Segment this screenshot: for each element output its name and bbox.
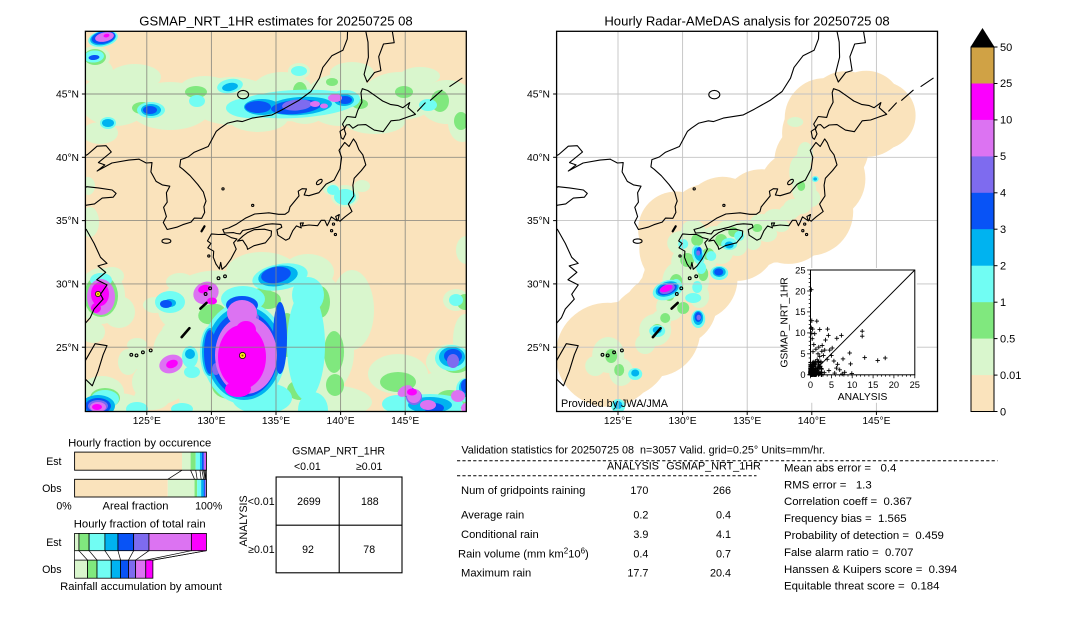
svg-text:Rainfall accumulation by amoun: Rainfall accumulation by amount (60, 581, 223, 593)
svg-text:50: 50 (1000, 42, 1012, 54)
svg-text:ANALYSIS: ANALYSIS (838, 392, 888, 403)
svg-text:0.5: 0.5 (1000, 333, 1015, 345)
svg-text:≥0.01: ≥0.01 (248, 544, 275, 556)
svg-text:5: 5 (800, 349, 805, 359)
svg-text:30°N: 30°N (56, 280, 79, 291)
svg-text:Hourly fraction by occurence: Hourly fraction by occurence (68, 438, 211, 450)
svg-text:130°E: 130°E (669, 416, 697, 427)
svg-text:Correlation coeff = 0.367: Correlation coeff = 0.367 (784, 496, 912, 508)
svg-text:30°N: 30°N (527, 280, 550, 291)
svg-text:125°E: 125°E (133, 416, 161, 427)
svg-text:0.2: 0.2 (633, 510, 648, 522)
svg-text:125°E: 125°E (604, 416, 632, 427)
svg-text:False alarm ratio = 0.707: False alarm ratio = 0.707 (784, 547, 913, 559)
svg-text:135°E: 135°E (733, 416, 761, 427)
svg-text:25: 25 (795, 265, 805, 275)
svg-text:Conditional rain: Conditional rain (461, 529, 539, 541)
svg-text:0.01: 0.01 (1000, 370, 1021, 382)
svg-text:45°N: 45°N (527, 90, 550, 101)
svg-text:0: 0 (1000, 406, 1006, 418)
svg-text:1: 1 (1000, 297, 1006, 309)
svg-text:0.4: 0.4 (716, 510, 731, 522)
svg-text:GSMAP_NRT_1HR estimates for 20: GSMAP_NRT_1HR estimates for 20250725 08 (139, 14, 412, 29)
svg-text:15: 15 (795, 307, 805, 317)
svg-text:188: 188 (361, 496, 379, 508)
svg-text:145°E: 145°E (862, 416, 890, 427)
svg-text:20: 20 (889, 380, 899, 390)
svg-text:Provided by JWA/JMA: Provided by JWA/JMA (561, 398, 669, 410)
svg-text:130°E: 130°E (197, 416, 225, 427)
svg-text:Obs: Obs (42, 483, 61, 495)
svg-text:15: 15 (868, 380, 878, 390)
svg-text:4: 4 (1000, 188, 1006, 200)
svg-text:Hanssen & Kuipers score = 0.3: Hanssen & Kuipers score = 0.394 (784, 564, 957, 576)
svg-text:Num of gridpoints raining: Num of gridpoints raining (461, 485, 585, 497)
svg-text:3: 3 (1000, 224, 1006, 236)
svg-text:Rain volume (mm km2106): Rain volume (mm km2106) (458, 547, 589, 561)
svg-text:Mean abs error = 0.4: Mean abs error = 0.4 (784, 462, 896, 474)
svg-text:2: 2 (1000, 261, 1006, 273)
svg-text:10: 10 (795, 328, 805, 338)
svg-text:25°N: 25°N (56, 343, 79, 354)
svg-text:0: 0 (808, 380, 813, 390)
svg-text:170: 170 (630, 485, 648, 497)
svg-text:40°N: 40°N (527, 153, 550, 164)
svg-text:266: 266 (713, 485, 731, 497)
svg-text:40°N: 40°N (56, 153, 79, 164)
svg-text:0: 0 (800, 370, 805, 380)
svg-text:25: 25 (1000, 78, 1012, 90)
svg-text:RMS error = 1.3: RMS error = 1.3 (784, 479, 872, 491)
svg-text:Equitable threat score = 0.18: Equitable threat score = 0.184 (784, 581, 939, 593)
svg-text:2699: 2699 (297, 496, 321, 508)
svg-text:20.4: 20.4 (710, 568, 731, 580)
svg-text:35°N: 35°N (527, 216, 550, 227)
svg-text:Obs: Obs (42, 564, 61, 576)
svg-text:Hourly Radar-AMeDAS analysis f: Hourly Radar-AMeDAS analysis for 2025072… (604, 14, 889, 29)
svg-text:Hourly fraction of total rain: Hourly fraction of total rain (74, 519, 206, 531)
svg-text:0.4: 0.4 (633, 549, 648, 561)
svg-text:10: 10 (847, 380, 857, 390)
svg-text:3.9: 3.9 (633, 529, 648, 541)
svg-text:Est: Est (46, 456, 61, 468)
svg-text:ANALYSIS: ANALYSIS (238, 495, 250, 546)
svg-text:5: 5 (829, 380, 834, 390)
svg-text:GSMAP_NRT_1HR: GSMAP_NRT_1HR (780, 277, 791, 367)
svg-text:0%: 0% (56, 501, 72, 513)
svg-text:GSMAP_NRT_1HR: GSMAP_NRT_1HR (292, 445, 385, 457)
svg-text:35°N: 35°N (56, 216, 79, 227)
svg-text:4.1: 4.1 (716, 529, 731, 541)
svg-text:45°N: 45°N (56, 90, 79, 101)
svg-text:Frequency bias = 1.565: Frequency bias = 1.565 (784, 513, 907, 525)
svg-text:<0.01: <0.01 (248, 496, 275, 508)
svg-text:≥0.01: ≥0.01 (356, 461, 383, 473)
svg-text:Est: Est (46, 537, 61, 549)
svg-text:20: 20 (795, 286, 805, 296)
svg-text:140°E: 140°E (327, 416, 355, 427)
svg-text:25: 25 (910, 380, 920, 390)
svg-text:Areal fraction: Areal fraction (103, 501, 169, 513)
svg-text:Average rain: Average rain (461, 510, 524, 522)
svg-text:92: 92 (302, 544, 314, 556)
svg-text:78: 78 (363, 544, 375, 556)
svg-text:ANALYSIS: ANALYSIS (607, 461, 659, 473)
svg-text:100%: 100% (195, 501, 223, 513)
svg-text:<0.01: <0.01 (294, 461, 321, 473)
svg-text:17.7: 17.7 (627, 568, 648, 580)
svg-text:135°E: 135°E (262, 416, 290, 427)
svg-text:Probability of detection = 0.: Probability of detection = 0.459 (784, 530, 944, 542)
svg-text:25°N: 25°N (527, 343, 550, 354)
svg-text:10: 10 (1000, 115, 1012, 127)
svg-text:140°E: 140°E (798, 416, 826, 427)
svg-text:145°E: 145°E (391, 416, 419, 427)
svg-text:5: 5 (1000, 151, 1006, 163)
svg-text:Maximum rain: Maximum rain (461, 568, 531, 580)
svg-text:Validation statistics for 2025: Validation statistics for 20250725 08 n=… (461, 445, 825, 457)
svg-text:0.7: 0.7 (716, 549, 731, 561)
svg-text:GSMAP_NRT_1HR: GSMAP_NRT_1HR (666, 461, 761, 473)
